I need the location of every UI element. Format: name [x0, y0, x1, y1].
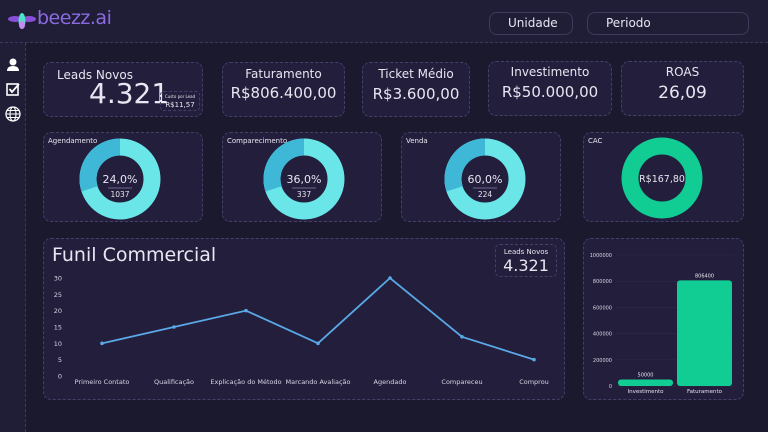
y-tick-label: 30	[54, 275, 62, 283]
donut-title: CAC	[588, 137, 603, 145]
bar-chart-card: 0 200000 400000 600000 800000 1000000 50000 Inv…	[583, 238, 744, 400]
x-tick-label: Explicação do Método	[210, 378, 281, 386]
y-tick-label: 20	[54, 307, 62, 315]
cac-value: R$167,80	[639, 174, 685, 185]
y-tick-label: 800000	[593, 279, 612, 285]
donut-card-agendamento: Agendamento 24,0% 1037	[43, 132, 203, 222]
funil-comercial-card: Funil Commercial Leads Novos 4.321 0 5 10 1…	[43, 238, 565, 400]
data-point	[460, 335, 464, 339]
donut-percent: 24,0%	[103, 173, 138, 186]
kpi-value: R$3.600,00	[372, 85, 460, 103]
cost-per-lead-badge: Custo por Lead R$11,57	[160, 91, 200, 111]
x-tick-label: Compareceu	[441, 378, 482, 386]
kpi-value: R$50.000,00	[501, 83, 599, 101]
donut-count: 1037	[110, 190, 129, 199]
donut-chart: 60,0% 224	[444, 138, 526, 220]
x-tick-label: Agendado	[374, 378, 407, 386]
data-point	[244, 308, 248, 313]
y-tick-label: 1000000	[590, 253, 612, 259]
y-tick-label: 10	[54, 340, 62, 348]
donut-chart: 36,0% 337	[263, 138, 345, 220]
periodo-filter[interactable]: Periodo	[587, 12, 749, 35]
leads-badge: Leads Novos 4.321	[495, 244, 557, 277]
brand-logo-text: beezz.ai	[37, 7, 112, 29]
kpi-leads-card: Leads Novos 4.321 Custo por Lead R$11,57	[43, 62, 203, 117]
chart-title: Funil Commercial	[52, 244, 217, 266]
donut-segment-dark	[444, 138, 486, 192]
donut-count: 337	[297, 190, 312, 199]
user-icon[interactable]	[6, 57, 20, 76]
donut-segment-dark	[263, 138, 305, 192]
donut-segment-dark	[79, 138, 121, 192]
x-tick-label: Marcando Avaliação	[286, 378, 351, 386]
kpi-label: Faturamento	[245, 67, 322, 81]
kpi-label: ROAS	[665, 65, 700, 79]
kpi-label: Investimento	[510, 65, 590, 79]
y-tick-label: 0	[58, 373, 62, 381]
donut-percent: 36,0%	[287, 173, 322, 186]
kpi-value: 4.321	[89, 77, 170, 110]
y-tick-label: 200000	[593, 358, 612, 364]
donut-chart: 24,0% 1037	[79, 138, 161, 220]
x-tick-label: Comprou	[519, 378, 549, 386]
cac-ring: R$167,80	[621, 137, 703, 219]
kpi-faturamento-card: Faturamento R$806.400,00	[222, 62, 345, 117]
kpi-value: R$806.400,00	[230, 84, 337, 102]
data-point	[388, 276, 392, 280]
leads-badge-value: 4.321	[503, 256, 549, 275]
globe-icon[interactable]	[5, 106, 21, 126]
donut-card-venda: Venda 60,0% 224	[401, 132, 561, 222]
kpi-label: Ticket Médio	[378, 67, 454, 81]
kpi-investimento-card: Investimento R$50.000,00	[488, 61, 612, 116]
leads-badge-label: Leads Novos	[503, 248, 549, 256]
series-line	[101, 276, 535, 361]
cost-per-lead-label: Custo por Lead	[164, 94, 196, 99]
bar	[677, 280, 732, 386]
bar-value-label: 806400	[695, 273, 714, 279]
kpi-value: 26,09	[658, 83, 707, 103]
data-point	[316, 341, 320, 346]
y-tick-label: 400000	[593, 332, 612, 338]
x-tick-label: Primeiro Contato	[75, 378, 130, 386]
donut-card-cac: CAC R$167,80	[583, 132, 744, 222]
investimento-faturamento-bar-chart: 0 200000 400000 600000 800000 1000000 50000 Inv…	[590, 253, 734, 395]
x-tick-label: Qualificação	[154, 378, 194, 386]
y-tick-label: 0	[609, 384, 612, 390]
kpi-roas-card: ROAS 26,09	[621, 61, 744, 116]
data-point	[172, 325, 176, 329]
y-tick-label: 5	[58, 356, 62, 364]
y-tick-label: 600000	[593, 305, 612, 311]
donut-title: Agendamento	[48, 137, 98, 145]
donut-card-comparecimento: Comparecimento 36,0% 337	[222, 132, 382, 222]
data-point	[100, 341, 104, 346]
checkbox-icon[interactable]	[6, 81, 20, 100]
sidebar	[0, 43, 26, 432]
top-header: beezz.ai Unidade Periodo	[0, 0, 768, 43]
donut-percent: 60,0%	[468, 173, 503, 186]
x-tick-label: Faturamento	[687, 389, 723, 395]
y-tick-label: 15	[54, 324, 62, 332]
bar	[618, 379, 673, 386]
kpi-label: Leads Novos	[57, 68, 133, 82]
cost-per-lead-value: R$11,57	[165, 101, 195, 109]
unidade-filter[interactable]: Unidade	[489, 12, 573, 35]
donut-count: 224	[478, 190, 493, 199]
x-tick-label: Investimento	[627, 389, 664, 395]
donut-title: Comparecimento	[227, 137, 288, 145]
bee-logo-icon	[8, 8, 36, 32]
donut-title: Venda	[406, 137, 428, 145]
bar-value-label: 50000	[638, 372, 654, 378]
funnel-line-chart: 0 5 10 15 20 25 30 Primeiro Contato Qualificação…	[54, 275, 549, 387]
y-tick-label: 25	[54, 291, 62, 299]
data-point	[532, 357, 536, 362]
kpi-ticket-card: Ticket Médio R$3.600,00	[362, 62, 470, 117]
